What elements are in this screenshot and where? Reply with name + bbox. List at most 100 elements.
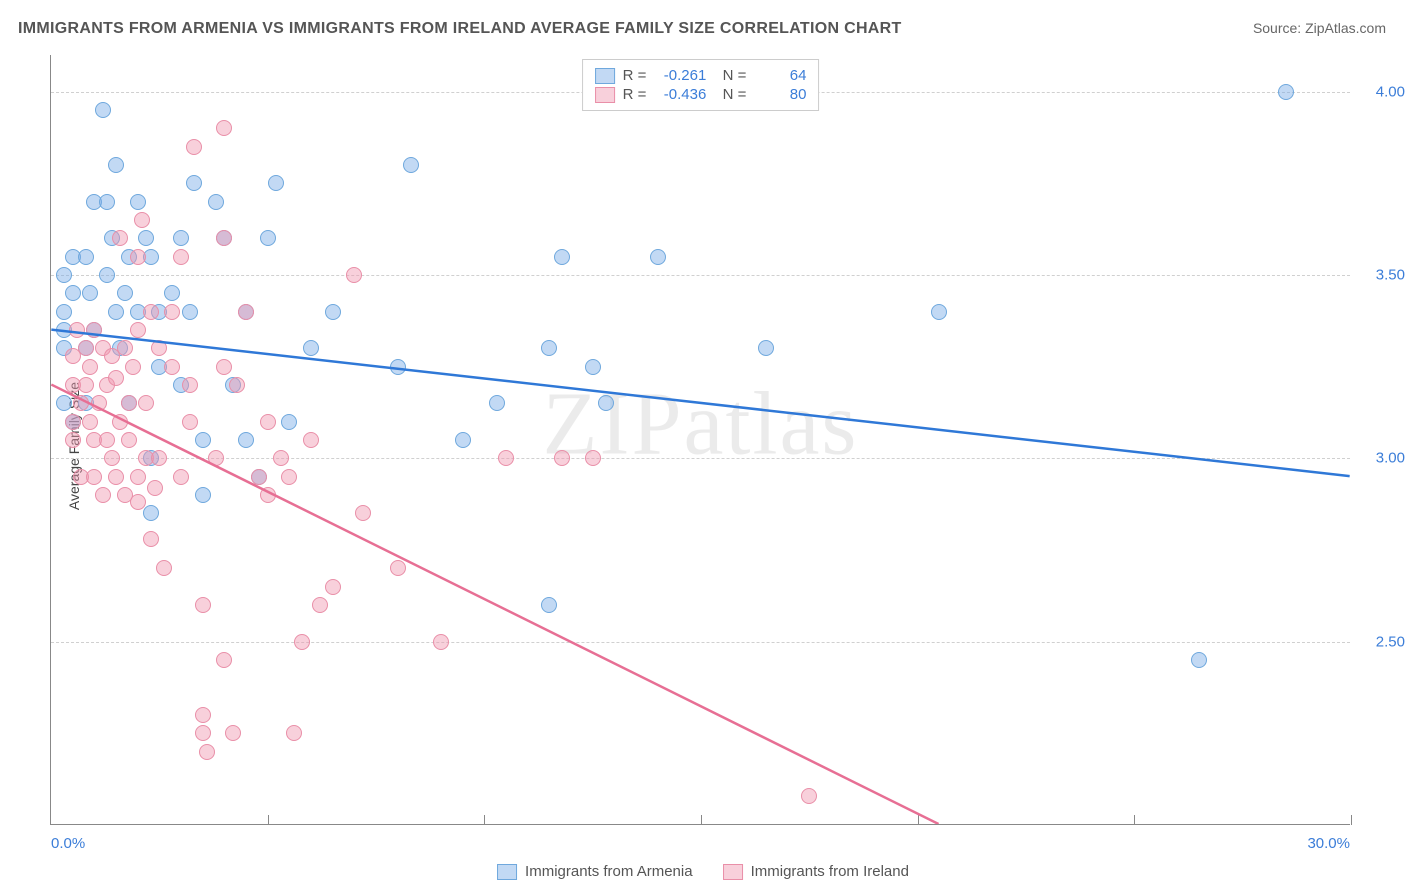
scatter-point (121, 395, 137, 411)
scatter-point (216, 230, 232, 246)
scatter-point (65, 414, 81, 430)
scatter-point (489, 395, 505, 411)
legend-row-armenia: R = -0.261 N = 64 (595, 66, 807, 85)
x-tick-mark (701, 815, 702, 825)
scatter-point (130, 469, 146, 485)
scatter-point (598, 395, 614, 411)
scatter-point (125, 359, 141, 375)
series-name-ireland: Immigrants from Ireland (751, 863, 909, 880)
series-legend: Immigrants from Armenia Immigrants from … (497, 863, 909, 880)
scatter-point (286, 725, 302, 741)
scatter-point (143, 531, 159, 547)
scatter-point (229, 377, 245, 393)
legend-item-ireland: Immigrants from Ireland (723, 863, 909, 880)
scatter-point (403, 157, 419, 173)
x-tick-mark (1134, 815, 1135, 825)
scatter-point (541, 597, 557, 613)
n-label: N = (714, 86, 746, 103)
scatter-point (801, 788, 817, 804)
scatter-point (195, 597, 211, 613)
scatter-point (130, 194, 146, 210)
scatter-point (173, 230, 189, 246)
scatter-point (99, 267, 115, 283)
r-value-ireland: -0.436 (654, 86, 706, 103)
scatter-point (208, 450, 224, 466)
scatter-point (225, 725, 241, 741)
scatter-point (260, 230, 276, 246)
scatter-point (216, 359, 232, 375)
legend-row-ireland: R = -0.436 N = 80 (595, 85, 807, 104)
y-tick-label: 4.00 (1357, 83, 1405, 100)
trend-line (51, 330, 1349, 476)
scatter-point (112, 230, 128, 246)
scatter-point (173, 249, 189, 265)
scatter-point (585, 359, 601, 375)
scatter-point (56, 304, 72, 320)
scatter-point (65, 285, 81, 301)
scatter-point (173, 469, 189, 485)
scatter-point (325, 579, 341, 595)
scatter-point (108, 469, 124, 485)
scatter-point (541, 340, 557, 356)
plot-area: ZIPatlas R = -0.261 N = 64 R = -0.436 N … (50, 55, 1350, 825)
scatter-point (134, 212, 150, 228)
scatter-point (164, 304, 180, 320)
scatter-point (281, 414, 297, 430)
scatter-point (186, 175, 202, 191)
scatter-point (56, 267, 72, 283)
scatter-point (147, 480, 163, 496)
n-value-armenia: 64 (754, 67, 806, 84)
n-label: N = (714, 67, 746, 84)
x-tick-mark (268, 815, 269, 825)
scatter-point (390, 560, 406, 576)
r-label: R = (623, 67, 647, 84)
source-link[interactable]: ZipAtlas.com (1305, 20, 1386, 36)
scatter-point (273, 450, 289, 466)
scatter-point (325, 304, 341, 320)
scatter-point (151, 340, 167, 356)
source-attribution: Source: ZipAtlas.com (1253, 20, 1386, 36)
scatter-point (268, 175, 284, 191)
scatter-point (238, 432, 254, 448)
scatter-point (294, 634, 310, 650)
scatter-point (99, 432, 115, 448)
scatter-point (156, 560, 172, 576)
scatter-point (95, 102, 111, 118)
swatch-armenia (595, 68, 615, 84)
scatter-point (455, 432, 471, 448)
chart-container: IMMIGRANTS FROM ARMENIA VS IMMIGRANTS FR… (0, 0, 1406, 892)
scatter-point (433, 634, 449, 650)
scatter-point (758, 340, 774, 356)
gridline-horizontal (51, 642, 1350, 643)
y-tick-label: 2.50 (1357, 633, 1405, 650)
scatter-point (130, 249, 146, 265)
trend-line (51, 385, 938, 824)
scatter-point (303, 340, 319, 356)
scatter-point (86, 322, 102, 338)
scatter-point (281, 469, 297, 485)
scatter-point (143, 304, 159, 320)
scatter-point (199, 744, 215, 760)
r-value-armenia: -0.261 (654, 67, 706, 84)
swatch-ireland (595, 87, 615, 103)
scatter-point (931, 304, 947, 320)
scatter-point (554, 249, 570, 265)
scatter-point (390, 359, 406, 375)
scatter-point (260, 414, 276, 430)
scatter-point (82, 414, 98, 430)
scatter-point (208, 194, 224, 210)
scatter-point (138, 395, 154, 411)
chart-title: IMMIGRANTS FROM ARMENIA VS IMMIGRANTS FR… (18, 20, 902, 38)
scatter-point (216, 652, 232, 668)
scatter-point (130, 494, 146, 510)
scatter-point (164, 285, 180, 301)
scatter-point (195, 432, 211, 448)
scatter-point (346, 267, 362, 283)
scatter-point (498, 450, 514, 466)
scatter-point (216, 120, 232, 136)
y-tick-label: 3.00 (1357, 450, 1405, 467)
scatter-point (130, 322, 146, 338)
scatter-point (108, 304, 124, 320)
scatter-point (143, 505, 159, 521)
correlation-legend: R = -0.261 N = 64 R = -0.436 N = 80 (582, 59, 820, 111)
